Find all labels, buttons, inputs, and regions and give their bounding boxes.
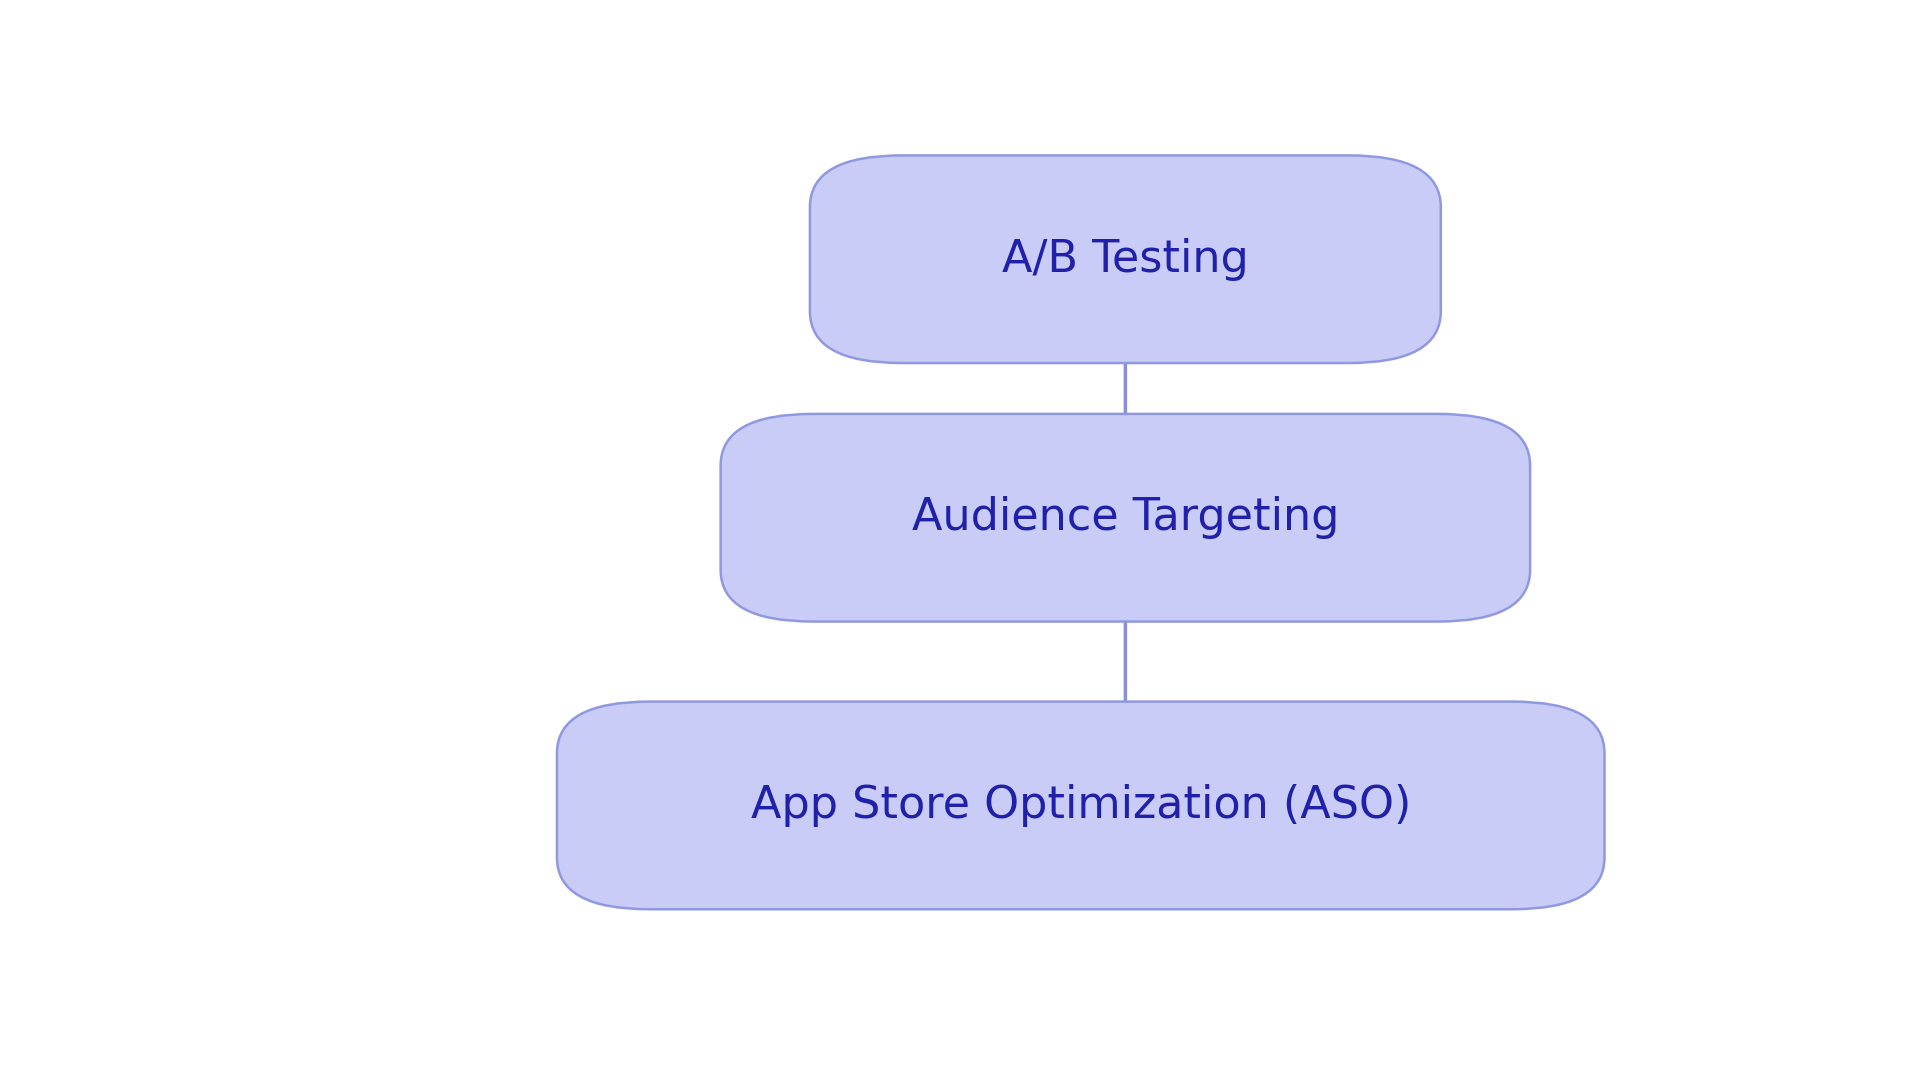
FancyBboxPatch shape <box>810 155 1440 363</box>
Text: A/B Testing: A/B Testing <box>1002 237 1248 280</box>
FancyBboxPatch shape <box>557 702 1605 910</box>
Text: App Store Optimization (ASO): App Store Optimization (ASO) <box>751 784 1411 827</box>
Text: Audience Targeting: Audience Targeting <box>912 496 1338 539</box>
FancyBboxPatch shape <box>720 414 1530 622</box>
